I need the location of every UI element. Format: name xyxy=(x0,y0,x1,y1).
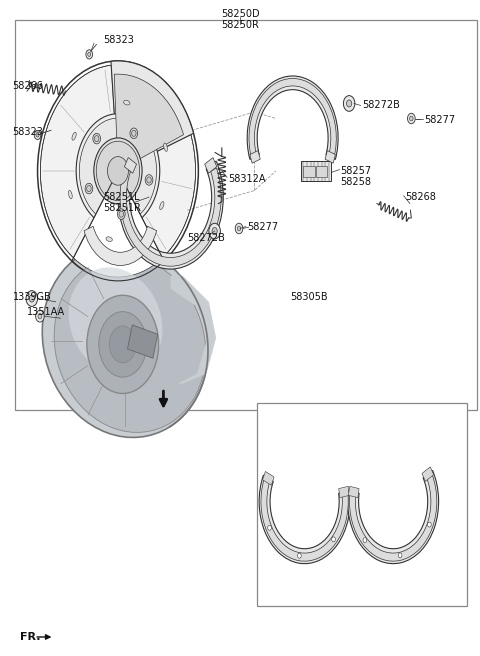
Circle shape xyxy=(130,128,138,138)
Ellipse shape xyxy=(123,100,130,105)
Bar xyxy=(301,161,331,180)
Circle shape xyxy=(118,209,125,219)
Circle shape xyxy=(408,113,415,124)
Text: 58250D: 58250D xyxy=(221,9,259,19)
Circle shape xyxy=(95,136,99,142)
Circle shape xyxy=(29,295,35,302)
Text: 58266: 58266 xyxy=(12,81,44,91)
Polygon shape xyxy=(170,276,216,384)
Circle shape xyxy=(87,295,158,394)
Circle shape xyxy=(108,157,129,185)
Text: 58250R: 58250R xyxy=(221,20,259,30)
Circle shape xyxy=(88,52,91,56)
Bar xyxy=(325,151,336,163)
Ellipse shape xyxy=(42,245,208,438)
Text: 58251L: 58251L xyxy=(104,192,140,202)
Wedge shape xyxy=(120,168,221,266)
Circle shape xyxy=(428,522,431,527)
Circle shape xyxy=(87,186,91,192)
Wedge shape xyxy=(114,74,183,171)
Circle shape xyxy=(237,226,241,231)
Bar xyxy=(303,166,315,176)
Circle shape xyxy=(298,553,301,558)
Circle shape xyxy=(347,100,352,107)
Circle shape xyxy=(343,96,355,112)
Bar xyxy=(250,151,260,163)
Bar xyxy=(15,20,477,410)
Circle shape xyxy=(268,525,271,530)
Circle shape xyxy=(34,131,41,140)
Circle shape xyxy=(38,314,42,319)
Wedge shape xyxy=(84,226,156,266)
Text: 58312A: 58312A xyxy=(228,174,265,184)
Text: 58305B: 58305B xyxy=(290,291,328,302)
Circle shape xyxy=(86,50,93,59)
Circle shape xyxy=(85,183,93,194)
Circle shape xyxy=(36,133,39,137)
Text: 1339GB: 1339GB xyxy=(12,291,51,302)
Bar xyxy=(257,403,468,606)
Circle shape xyxy=(36,310,44,322)
Circle shape xyxy=(93,133,101,144)
Bar xyxy=(316,166,327,176)
Circle shape xyxy=(132,130,136,136)
Circle shape xyxy=(212,228,217,235)
Ellipse shape xyxy=(69,190,72,199)
Wedge shape xyxy=(111,61,193,171)
Wedge shape xyxy=(261,479,348,561)
Bar xyxy=(204,157,217,173)
Circle shape xyxy=(99,312,147,377)
Wedge shape xyxy=(247,76,338,159)
Text: 1351AA: 1351AA xyxy=(27,307,65,318)
Wedge shape xyxy=(40,65,195,277)
Text: 58323: 58323 xyxy=(12,127,44,136)
Text: 58277: 58277 xyxy=(424,115,456,125)
Circle shape xyxy=(109,326,136,363)
Circle shape xyxy=(363,538,367,543)
Circle shape xyxy=(145,174,153,185)
Wedge shape xyxy=(259,475,350,564)
Bar xyxy=(128,325,157,358)
Wedge shape xyxy=(249,79,336,157)
Wedge shape xyxy=(118,161,223,269)
Bar xyxy=(263,472,274,485)
Circle shape xyxy=(94,138,142,204)
Circle shape xyxy=(398,553,402,558)
Circle shape xyxy=(79,118,156,224)
Ellipse shape xyxy=(160,201,164,209)
Text: 58272B: 58272B xyxy=(362,100,400,110)
Circle shape xyxy=(235,223,243,234)
Text: 58251R: 58251R xyxy=(104,203,142,213)
Ellipse shape xyxy=(72,133,76,140)
Ellipse shape xyxy=(106,237,112,241)
Circle shape xyxy=(119,211,123,217)
Text: 58258: 58258 xyxy=(340,177,372,187)
Bar xyxy=(348,486,359,498)
Circle shape xyxy=(332,537,336,542)
Text: 58277: 58277 xyxy=(247,222,278,232)
Text: FR.: FR. xyxy=(20,632,40,642)
Bar xyxy=(422,467,433,482)
Bar xyxy=(124,157,136,173)
Ellipse shape xyxy=(54,256,206,432)
Text: 58323: 58323 xyxy=(104,35,134,45)
Circle shape xyxy=(209,223,220,239)
Text: 58268: 58268 xyxy=(405,192,436,202)
Ellipse shape xyxy=(69,268,162,375)
Bar xyxy=(339,486,349,498)
Circle shape xyxy=(96,141,140,201)
Wedge shape xyxy=(73,171,162,277)
Circle shape xyxy=(26,291,37,306)
Wedge shape xyxy=(349,474,437,561)
Text: 58257: 58257 xyxy=(340,166,372,176)
Ellipse shape xyxy=(164,143,168,152)
Wedge shape xyxy=(348,470,439,564)
Circle shape xyxy=(147,177,151,183)
Text: 58272B: 58272B xyxy=(187,233,225,243)
Circle shape xyxy=(76,113,160,228)
Circle shape xyxy=(409,116,413,121)
